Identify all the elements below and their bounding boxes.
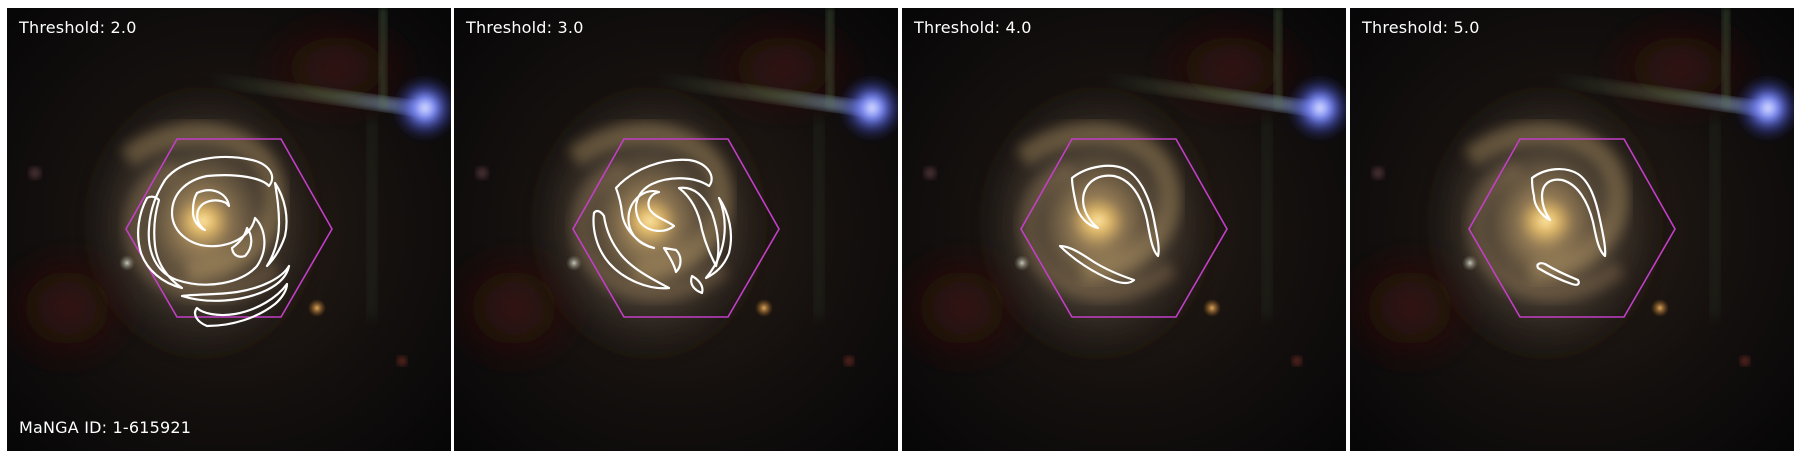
panel-threshold-3: Threshold: 3.0 xyxy=(454,8,898,451)
bright-star xyxy=(1286,74,1346,142)
threshold-label: Threshold: 4.0 xyxy=(914,18,1032,37)
threshold-label: Threshold: 3.0 xyxy=(466,18,584,37)
threshold-label: Threshold: 5.0 xyxy=(1362,18,1480,37)
ifu-hexagon xyxy=(572,138,780,318)
contour-lines xyxy=(137,155,291,328)
threshold-label: Threshold: 2.0 xyxy=(19,18,137,37)
bright-star xyxy=(391,74,451,142)
contour-lines xyxy=(1530,168,1607,286)
manga-id-label: MaNGA ID: 1-615921 xyxy=(19,418,192,437)
ifu-hexagon xyxy=(1468,138,1676,318)
contour-lines xyxy=(1058,164,1160,285)
contour-lines xyxy=(592,158,733,295)
bright-star xyxy=(838,74,898,142)
galaxy-image xyxy=(7,8,451,451)
ifu-hexagon xyxy=(125,138,333,318)
galaxy-image xyxy=(1350,8,1794,451)
panel-threshold-4: Threshold: 4.0 xyxy=(902,8,1346,451)
galaxy-image xyxy=(454,8,898,451)
panel-threshold-2: Threshold: 2.0 MaNGA ID: 1-615921 xyxy=(7,8,451,451)
ifu-hexagon xyxy=(1020,138,1228,318)
bright-star xyxy=(1734,74,1794,142)
panel-threshold-5: Threshold: 5.0 xyxy=(1350,8,1794,451)
galaxy-image xyxy=(902,8,1346,451)
